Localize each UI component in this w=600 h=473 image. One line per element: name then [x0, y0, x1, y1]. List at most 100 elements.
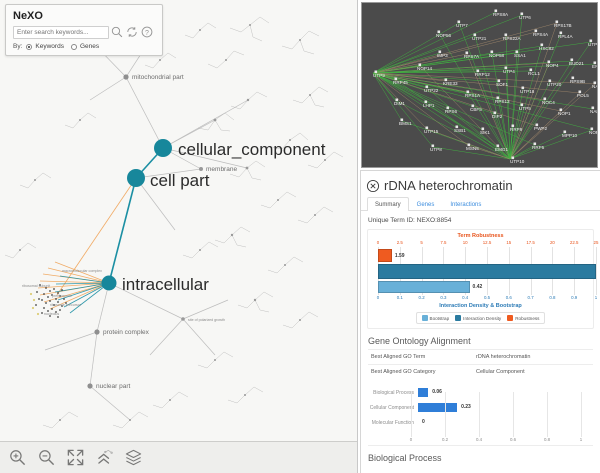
gene-node-label[interactable]: NAN1 [590, 109, 598, 114]
tab-genes[interactable]: Genes [409, 197, 443, 211]
gene-node-label[interactable]: UTP9 [373, 73, 385, 78]
gene-node-label[interactable]: RPL4A [558, 34, 573, 39]
gene-node-label[interactable]: POL5 [577, 93, 589, 98]
gene-node-label[interactable]: UTP7 [456, 23, 468, 28]
go-chart-value: 0.06 [432, 389, 442, 395]
gene-node-label[interactable]: MPP10 [562, 133, 578, 138]
gene-node-label[interactable]: CBF5 [470, 107, 482, 112]
network-graph[interactable]: UTP9 UTP7 RPS8A UTP6 RPS17B NOP56 UTP21 RPS22A R… [362, 3, 598, 168]
reset-icon[interactable] [125, 25, 139, 39]
node-label-nuclear-part: nuclear part [96, 383, 131, 390]
detail-tabs[interactable]: Summary Genes Interactions [361, 196, 600, 211]
help-icon[interactable]: ? [140, 25, 154, 39]
gene-node-label[interactable]: RRP5 [532, 145, 545, 150]
layers-icon[interactable] [124, 448, 143, 467]
close-circle-icon[interactable] [366, 179, 380, 193]
robustness-bottom-axis: 0 0.1 0.2 0.3 0.4 0.5 0.6 0.7 0.8 0.9 1 [372, 295, 589, 302]
node-label-protein-complex: protein complex [103, 329, 150, 336]
gene-node-label[interactable]: UTP21 [472, 36, 487, 41]
fit-screen-icon[interactable] [66, 448, 85, 467]
gene-node-label[interactable]: RPS7A [464, 54, 480, 59]
gene-node-label[interactable]: BUD21 [569, 61, 584, 66]
bottom-axis-tick: 0.8 [549, 295, 555, 300]
chart-bar [378, 281, 470, 293]
gene-node-label[interactable]: LHP1 [423, 103, 435, 108]
bottom-axis-tick: 0 [377, 295, 379, 300]
gene-node-label[interactable]: SSB1 [454, 128, 466, 133]
search-panel[interactable]: NeXO ? By: [5, 4, 163, 56]
gene-node-label[interactable]: RPS4A [533, 32, 549, 37]
radio-genes-label: Genes [80, 43, 99, 50]
gene-node-label[interactable]: RPS1A [465, 93, 481, 98]
top-axis-tick: 20 [550, 240, 555, 245]
gene-node-label[interactable]: RPS8A [493, 12, 509, 17]
gene-node-label[interactable]: UTP20 [547, 82, 562, 87]
gene-node-label[interactable]: SIK1 [480, 130, 490, 135]
gene-node-label[interactable]: UTP4 [503, 69, 515, 74]
top-axis-tick: 22.5 [570, 240, 579, 245]
go-category-row: Best Aligned GO Category Cellular Compon… [368, 364, 593, 379]
radio-genes[interactable]: Genes [71, 43, 99, 50]
gene-node-label[interactable]: HSC82 [539, 46, 554, 51]
gene-node-label[interactable]: IMP3 [437, 53, 448, 58]
gene-node-label[interactable]: RPS6 [445, 109, 457, 114]
tab-summary[interactable]: Summary [367, 197, 409, 211]
gene-node-label[interactable]: RPS17B [554, 23, 572, 28]
gene-node-label[interactable]: SOF1 [496, 82, 508, 87]
term-detail-panel[interactable]: rDNA heterochromatin Summary Genes Inter… [360, 170, 600, 473]
search-input[interactable] [13, 26, 109, 39]
gene-node-label[interactable]: NOP4 [546, 63, 559, 68]
zoom-in-icon[interactable] [8, 448, 27, 467]
gene-node-label[interactable]: UTP10 [510, 159, 525, 164]
gene-node-label[interactable]: UTP13 [588, 42, 598, 47]
gene-node-label[interactable]: UTP8 [430, 147, 442, 152]
gene-node-label[interactable]: RCL1 [528, 71, 540, 76]
gene-node-label[interactable]: NOP58 [489, 53, 505, 58]
go-term-key: Best Aligned GO Term [368, 354, 476, 360]
tab-interactions[interactable]: Interactions [442, 197, 489, 211]
top-axis-tick: 2.5 [397, 240, 403, 245]
tree-toolbar[interactable] [0, 441, 358, 473]
gene-node-label[interactable]: RPS13 [495, 99, 510, 104]
gene-node-label[interactable]: RPS9B [570, 79, 585, 84]
collapse-icon[interactable] [95, 448, 114, 467]
gene-node-label[interactable]: UTP18 [520, 89, 535, 94]
gene-node-label[interactable]: ENP1 [592, 64, 598, 69]
gene-node-label[interactable]: PWP2 [534, 126, 547, 131]
gene-node-label[interactable]: KRE33 [443, 81, 458, 86]
gene-node-label[interactable]: EMG1 [495, 147, 508, 152]
gene-node-label[interactable]: NOC4 [542, 100, 555, 105]
top-axis-tick: 5 [420, 240, 422, 245]
gene-node-label[interactable]: UTP6 [519, 15, 531, 20]
gene-node-label[interactable]: DIM1 [394, 101, 405, 106]
gene-node-label[interactable]: NOP14 [417, 66, 433, 71]
radio-keywords[interactable]: Keywords [26, 43, 64, 50]
gene-node-label[interactable]: RRP12 [475, 72, 490, 77]
gene-node-label[interactable]: UTP15 [424, 129, 439, 134]
gene-node-label[interactable]: MSN5 [466, 146, 479, 151]
ontology-tree-view[interactable]: mitochondrial part membrane protein comp… [0, 0, 358, 473]
go-gridline [513, 392, 514, 437]
zoom-out-icon[interactable] [37, 448, 56, 467]
detail-header: rDNA heterochromatin [361, 171, 600, 196]
gene-node-label[interactable]: RPS22A [503, 36, 522, 41]
gene-node-label[interactable]: RRP9 [510, 127, 523, 132]
gene-node-label[interactable]: UTP5 [519, 106, 531, 111]
search-icon[interactable] [110, 25, 124, 39]
gene-node-label[interactable]: NOP1 [558, 111, 571, 116]
ontology-tree-graph[interactable]: mitochondrial part membrane protein comp… [0, 0, 358, 473]
legend-swatch [507, 315, 513, 321]
gene-node-label[interactable]: RRP45 [393, 80, 408, 85]
gene-node-label[interactable]: NOP56 [436, 33, 452, 38]
gene-node-label[interactable]: BMS1 [399, 121, 412, 126]
gene-node-label[interactable]: DIP2 [492, 114, 503, 119]
gene-node-label[interactable]: NOP6 [589, 130, 598, 135]
gene-node-label[interactable]: UTP22 [424, 88, 439, 93]
go-gridline [445, 392, 446, 437]
legend-label: Interaction Density [463, 316, 501, 321]
robustness-plot: 1.59 0.42 [372, 247, 589, 295]
gene-node-label[interactable]: SSA1 [514, 53, 526, 58]
go-axis-tick: 0 [410, 437, 412, 442]
gene-interaction-network[interactable]: UTP9 UTP7 RPS8A UTP6 RPS17B NOP56 UTP21 RPS22A R… [361, 2, 598, 168]
gene-node-label[interactable]: NAN1 [592, 84, 598, 89]
